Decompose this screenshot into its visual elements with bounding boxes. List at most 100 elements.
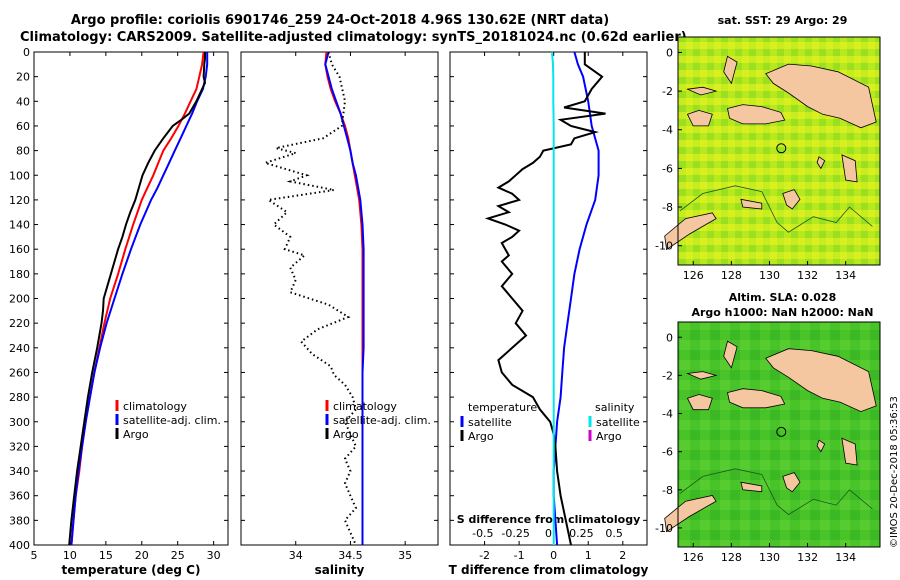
- land-mass: [841, 437, 858, 466]
- y-tick-label: 320: [9, 440, 30, 453]
- sla-map-title-line1: Altim. SLA: 0.028: [728, 291, 837, 304]
- lat-tick-label: -8: [662, 484, 673, 497]
- y-tick-label: 360: [9, 490, 30, 503]
- land-mass: [782, 472, 801, 493]
- land-mass: [816, 439, 826, 453]
- series-argo: [261, 51, 358, 546]
- x-tick-label: 34.5: [338, 549, 363, 562]
- lat-tick-label: -10: [655, 240, 673, 253]
- plot-frame: [240, 51, 439, 546]
- y-tick-label: 0: [23, 46, 30, 59]
- y-tick-label: 60: [16, 120, 30, 133]
- land-mass: [816, 156, 826, 170]
- lon-tick-label: 132: [797, 551, 818, 564]
- y-tick-label: 240: [9, 342, 30, 355]
- y-tick-label: 20: [16, 71, 30, 84]
- legend-label: Argo: [596, 430, 622, 443]
- x-tick-label: 15: [99, 549, 113, 562]
- top-tick-label: 0.25: [569, 527, 594, 540]
- lon-tick-label: 134: [835, 551, 856, 564]
- lon-tick-label: 126: [683, 551, 704, 564]
- land-mass: [686, 86, 718, 96]
- legend-label: climatology: [333, 400, 397, 413]
- x-tick-label: 20: [135, 549, 149, 562]
- sla-map-title-line2: Argo h1000: NaN h2000: NaN: [691, 306, 874, 319]
- x-tick-label: 34: [289, 549, 303, 562]
- legend-left-title: temperature: [468, 401, 537, 414]
- figure-title-line1: Argo profile: coriolis 6901746_259 24-Oc…: [70, 13, 610, 28]
- top-tick-label: 0: [545, 527, 552, 540]
- x-tick-label: 1: [585, 549, 592, 562]
- series-satellite-adj-clim-: [70, 52, 209, 546]
- y-tick-label: 120: [9, 194, 30, 207]
- y-tick-label: 220: [9, 317, 30, 330]
- land-mass: [782, 189, 801, 210]
- x-tick-label: 30: [207, 549, 221, 562]
- series-s-satellite: [551, 51, 555, 545]
- legend-right-title: salinity: [595, 401, 635, 414]
- x-tick-label: -2: [479, 549, 490, 562]
- figure-title-line2: Climatology: CARS2009. Satellite-adjuste…: [20, 30, 687, 45]
- y-tick-label: 180: [9, 268, 30, 281]
- x-tick-label: -1: [514, 549, 525, 562]
- top-tick-label: 0.5: [605, 527, 623, 540]
- lat-tick-label: -2: [662, 369, 673, 382]
- x-tick-label: 25: [171, 549, 185, 562]
- series-satellite-adj-clim-: [324, 51, 365, 545]
- legend-label: satellite: [468, 416, 512, 429]
- x-axis-label: temperature (deg C): [62, 563, 201, 577]
- y-tick-label: 200: [9, 293, 30, 306]
- y-tick-label: 260: [9, 366, 30, 379]
- salinity-panel: 34 34.5 35 salinity climatologysatellite-adj…: [240, 51, 439, 577]
- y-tick-label: 40: [16, 95, 30, 108]
- series-t-argo: [484, 52, 606, 546]
- argo-position-marker: [776, 426, 787, 437]
- legend-label: Argo: [468, 430, 494, 443]
- lon-tick-label: 130: [759, 269, 780, 282]
- land-mass: [686, 109, 713, 127]
- land-mass: [765, 348, 877, 413]
- x-tick-label: 0: [550, 549, 557, 562]
- x-tick-label: 35: [398, 549, 412, 562]
- lat-tick-label: 0: [666, 331, 673, 344]
- y-tick-label: 380: [9, 514, 30, 527]
- land-mass: [740, 198, 763, 210]
- land-mass: [685, 371, 718, 380]
- lon-tick-label: 130: [759, 551, 780, 564]
- plot-frame: [33, 51, 229, 546]
- y-tick-label: 160: [9, 243, 30, 256]
- x-tick-label: 2: [619, 549, 626, 562]
- y-tick-label: 280: [9, 391, 30, 404]
- lon-tick-label: 134: [835, 269, 856, 282]
- lon-tick-label: 126: [683, 269, 704, 282]
- temperature-panel: 5 10 15 20 25 3002040608010012014016018020022…: [9, 46, 229, 577]
- map-frame: [677, 321, 881, 548]
- series-climatology: [70, 51, 205, 546]
- x-axis-label: T difference from climatology: [449, 563, 649, 577]
- legend-label: satellite-adj. clim.: [123, 414, 221, 427]
- series-t-satellite: [552, 51, 600, 546]
- legend-label: climatology: [123, 400, 187, 413]
- y-tick-label: 400: [9, 539, 30, 552]
- y-tick-label: 100: [9, 169, 30, 182]
- plot-frame: [449, 51, 648, 546]
- sst-map-title: sat. SST: 29 Argo: 29: [717, 14, 848, 27]
- y-tick-label: 80: [16, 145, 30, 158]
- legend-label: Argo: [333, 428, 359, 441]
- land-mass: [841, 154, 858, 183]
- top-tick-label: -0.5: [472, 527, 493, 540]
- sst-map: 126 128 130 132 134 0 -2 -4 -6 -8 -10: [655, 36, 881, 282]
- legend-label: Argo: [123, 428, 149, 441]
- lat-tick-label: -6: [662, 162, 673, 175]
- x-tick-label: 5: [31, 549, 38, 562]
- y-tick-label: 340: [9, 465, 30, 478]
- top-tick-label: -0.25: [501, 527, 529, 540]
- land-mass: [765, 63, 877, 129]
- y-tick-label: 300: [9, 416, 30, 429]
- bathymetry-contour: [679, 185, 873, 233]
- top-axis-label: S difference from climatology: [457, 513, 641, 526]
- x-axis-label: salinity: [315, 563, 365, 577]
- sla-map: 126 128 130 132 134 0 -2 -4 -6 -8 -10: [655, 321, 881, 564]
- lon-tick-label: 128: [721, 269, 742, 282]
